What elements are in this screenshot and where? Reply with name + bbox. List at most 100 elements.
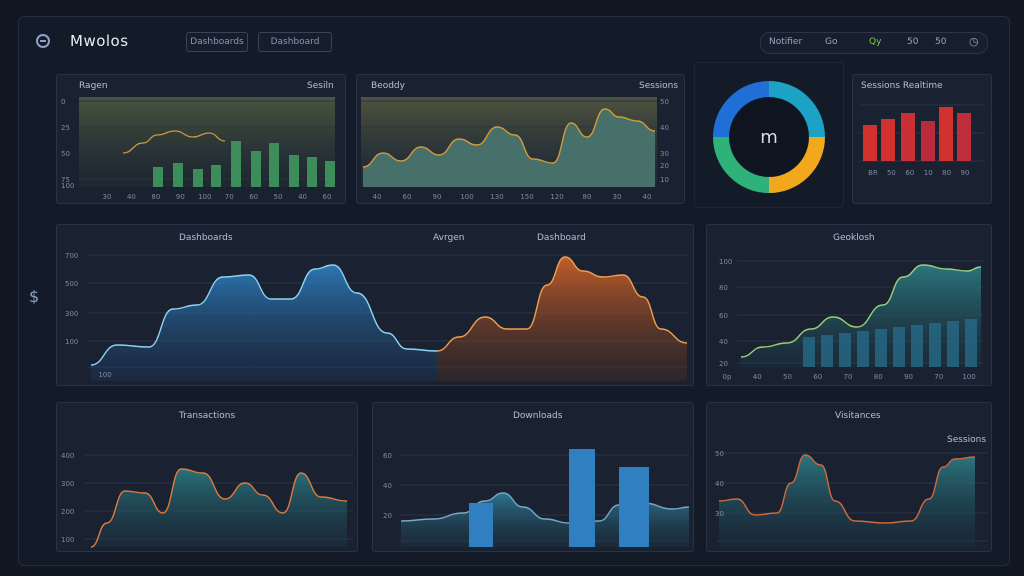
x-tick-label: 40: [373, 193, 382, 201]
value-a[interactable]: 50: [907, 37, 919, 47]
bar: [939, 107, 953, 161]
y-tick-label: 40: [660, 124, 669, 132]
logo-icon: [36, 34, 50, 48]
bar: [893, 327, 905, 367]
x-tick-label: 60: [905, 169, 914, 177]
x-tick-label: 90: [176, 193, 185, 201]
bar: [619, 467, 649, 547]
y-tick-label: 100: [65, 338, 78, 346]
status-toggle[interactable]: Qy: [869, 37, 882, 47]
y-tick-label: 50: [61, 150, 70, 158]
value-b[interactable]: 50: [935, 37, 947, 47]
y-tick-label: 700: [65, 252, 78, 260]
series-blue-area: [91, 265, 437, 381]
y-tick-label: 50: [715, 450, 724, 458]
series-area: [719, 455, 975, 547]
x-tick-label: 60: [403, 193, 412, 201]
x-tick-label: 100: [198, 193, 211, 201]
dollar-icon[interactable]: $: [29, 287, 40, 306]
panel-transactions: Transactions 400300200100102030405060708…: [56, 402, 358, 552]
bar: [231, 141, 241, 187]
app-title: Mwolos: [70, 32, 129, 50]
donut-slice: [713, 136, 770, 193]
panel-title-left: Dashboards: [179, 233, 233, 243]
x-tick-label: 130: [490, 193, 503, 201]
panel-title-mid: Avrgen: [433, 233, 465, 243]
series-orange-area: [437, 257, 687, 381]
panel-title-right: Dashboard: [537, 233, 586, 243]
bar: [803, 337, 815, 367]
bar: [863, 125, 877, 161]
x-tick-label: 80: [874, 373, 883, 381]
x-tick-label: 90: [961, 169, 970, 177]
x-tick-label: 60: [813, 373, 822, 381]
x-tick-label: 80: [583, 193, 592, 201]
bar: [857, 331, 869, 367]
panel-title: Visitances: [835, 411, 881, 421]
x-tick-label: 40: [127, 193, 136, 201]
panel-visitances: Visitances Sessions 50403050404080906010…: [706, 402, 992, 552]
y-tick-label: 40: [715, 480, 724, 488]
x-tick-label: 30: [103, 193, 112, 201]
panel-sessions-realtime: Sessions Realtime BR 50 60 10 80 90: [852, 74, 992, 204]
y-tick-label: 60: [383, 452, 392, 460]
clock-icon[interactable]: ◷: [969, 35, 979, 48]
x-tick-label: 90: [433, 193, 442, 201]
panel-wide-area: Dashboards Avrgen Dashboard 700 500 300 100…: [56, 224, 694, 386]
bar: [911, 325, 923, 367]
y-tick-label: 40: [719, 338, 728, 346]
panel-title-right: Sessions: [947, 435, 987, 445]
y-tick-label: 400: [61, 452, 74, 460]
bar: [211, 165, 221, 187]
bar: [469, 503, 493, 547]
bar: [875, 329, 887, 367]
bar: [965, 319, 977, 367]
series-line: [90, 468, 348, 548]
bar: [153, 167, 163, 187]
go-button[interactable]: Go: [825, 37, 838, 47]
donut-slice: [713, 81, 770, 138]
tab-dashboard[interactable]: Dashboard: [258, 32, 332, 52]
y-tick-label: 30: [660, 150, 669, 158]
x-tick-label: 120: [550, 193, 563, 201]
y-tick-label: 10: [660, 176, 669, 184]
series-line: [718, 454, 976, 524]
x-tick-label: 70: [844, 373, 853, 381]
bar: [957, 113, 971, 161]
bar: [947, 321, 959, 367]
bar: [251, 151, 261, 187]
notifier-button[interactable]: Notifier: [769, 37, 803, 47]
chart-svg: 50 40 30 20 10 40 60 90 100 130 150 120 80 30 40: [361, 97, 669, 201]
y-tick-label: 80: [719, 284, 728, 292]
y-tick-label: 0: [61, 98, 65, 106]
bar: [569, 449, 595, 547]
series-blue-line: [90, 264, 438, 366]
panel-beoddy: Beoddy Sessions 50 40 30 20 10 40 60 90 100 130 15…: [356, 74, 685, 204]
panel-title: Ragen: [79, 81, 108, 91]
y-tick-label: 20: [719, 360, 728, 368]
x-tick-label: 100: [98, 371, 111, 379]
panel-title: Geoklosh: [833, 233, 875, 243]
panel-title-right: Sesiln: [307, 81, 334, 91]
tab-dashboards[interactable]: Dashboards: [186, 32, 248, 52]
bar: [901, 113, 915, 161]
panel-title: Beoddy: [371, 81, 405, 91]
chart-svg: 400300200100102030405060708090100: [61, 452, 353, 548]
x-tick-label: 70: [934, 373, 943, 381]
x-tick-label: 100: [460, 193, 473, 201]
x-tick-label: 40: [753, 373, 762, 381]
y-tick-label: 75: [61, 176, 70, 184]
x-tick-label: 80: [942, 169, 951, 177]
bar: [921, 121, 935, 161]
x-tick-label: 50: [887, 169, 896, 177]
series-line: [740, 264, 982, 358]
panel-title: Sessions Realtime: [861, 81, 943, 91]
y-tick-label: 100: [719, 258, 732, 266]
chart-svg: 700 500 300 100 100: [65, 252, 688, 381]
panel-geoklosh: Geoklosh 100 80 60 40 20 0p 40 50 60 70 80 90 70 100: [706, 224, 992, 386]
y-tick-label: 100: [61, 182, 74, 190]
x-tick-label: 40: [298, 193, 307, 201]
chart-svg: 100 80 60 40 20 0p 40 50 60 70 80 90 70 100: [719, 258, 983, 381]
y-tick-label: 20: [660, 162, 669, 170]
